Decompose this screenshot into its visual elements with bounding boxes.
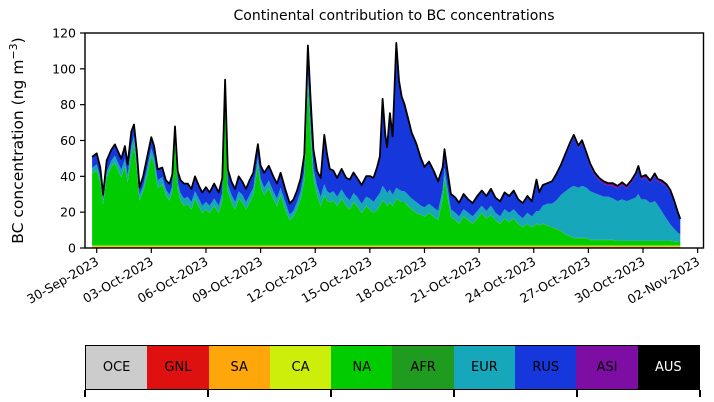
y-axis-label-close: ) bbox=[9, 37, 27, 43]
legend-item-eur: EUR bbox=[453, 346, 516, 389]
legend-item-afr: AFR bbox=[392, 346, 454, 389]
legend-item-ca: CA bbox=[269, 346, 332, 389]
y-tick-label: 40 bbox=[60, 169, 76, 184]
y-tick-label: 120 bbox=[52, 26, 76, 41]
legend-colorbar: OCE GNL SA CA NA AFR EUR RUS ASI AUS bbox=[85, 345, 700, 390]
area-rus bbox=[92, 44, 681, 235]
y-tick-label: 20 bbox=[60, 205, 76, 220]
legend-item-na: NA bbox=[331, 346, 393, 389]
legend-axis-tick bbox=[207, 389, 209, 397]
y-axis-label-superscript: −3 bbox=[7, 43, 20, 59]
stacked-area-chart: 02040608010012030-Sep-202303-Oct-202306-… bbox=[7, 8, 705, 307]
legend-item-label: RUS bbox=[532, 360, 560, 375]
chart-title: Continental contribution to BC concentra… bbox=[233, 8, 554, 24]
area-eur bbox=[92, 73, 681, 242]
legend-axis-tick bbox=[699, 389, 701, 397]
legend-item-label: AUS bbox=[654, 360, 682, 375]
area-ca bbox=[92, 245, 681, 247]
legend-item-asi: ASI bbox=[576, 346, 638, 389]
legend-axis-tick bbox=[330, 389, 332, 397]
legend-item-rus: RUS bbox=[515, 346, 577, 389]
y-tick-label: 100 bbox=[52, 61, 76, 76]
total-line bbox=[91, 42, 682, 220]
legend-item-label: SA bbox=[230, 360, 248, 375]
y-axis-label-main: BC concentration (ng m bbox=[9, 60, 27, 244]
y-tick-label: 0 bbox=[68, 241, 76, 256]
y-axis-label: BC concentration (ng m−3) bbox=[7, 37, 27, 243]
legend-item-label: EUR bbox=[471, 360, 498, 375]
legend-item-label: GNL bbox=[164, 360, 192, 375]
y-tick-label: 60 bbox=[60, 133, 76, 148]
legend-item-aus: AUS bbox=[637, 346, 699, 389]
legend-item-label: CA bbox=[291, 360, 310, 375]
plot-areas bbox=[91, 42, 682, 248]
legend-item-label: NA bbox=[352, 360, 372, 375]
legend-item-gnl: GNL bbox=[147, 346, 209, 389]
area-na bbox=[92, 84, 681, 246]
area-sa bbox=[92, 246, 681, 247]
legend-item-label: ASI bbox=[596, 360, 618, 375]
legend-item-oce: OCE bbox=[86, 346, 148, 389]
legend-axis-tick bbox=[576, 389, 578, 397]
y-tick-label: 80 bbox=[60, 97, 76, 112]
legend-axis-tick bbox=[84, 389, 86, 397]
legend-axis-tick bbox=[453, 389, 455, 397]
legend-item-sa: SA bbox=[208, 346, 270, 389]
legend-item-label: OCE bbox=[102, 360, 131, 375]
legend-item-label: AFR bbox=[410, 360, 436, 375]
